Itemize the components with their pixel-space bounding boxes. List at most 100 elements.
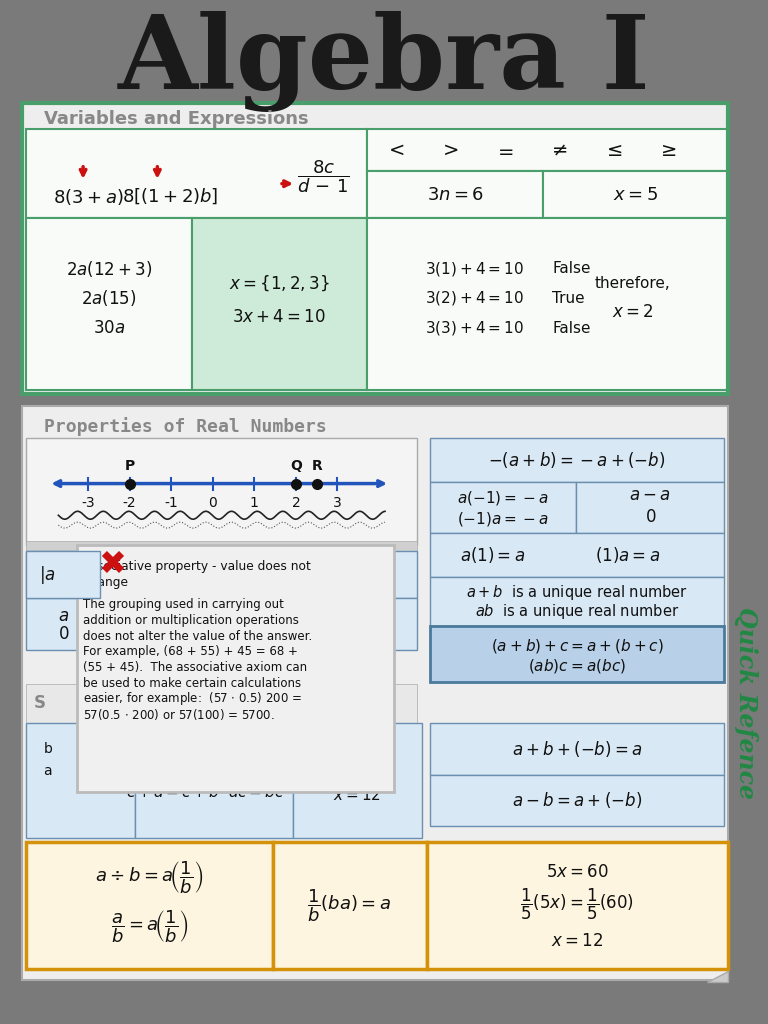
Text: $x = \{1, 2, 3\}$: $x = \{1, 2, 3\}$ <box>229 273 329 294</box>
Bar <box>367 218 728 389</box>
Text: $8[(1 + 2)b]$: $8[(1 + 2)b]$ <box>122 186 218 206</box>
Text: False: False <box>552 321 591 336</box>
Bar <box>25 683 417 723</box>
Text: $a(-1) = -a$: $a(-1) = -a$ <box>457 489 548 508</box>
Text: For example, (68 + 55) + 45 = 68 +: For example, (68 + 55) + 45 = 68 + <box>83 645 298 658</box>
Text: $|a$: $|a$ <box>55 563 71 586</box>
Text: $=$: $=$ <box>494 140 514 160</box>
Bar <box>426 842 728 969</box>
Text: be used to make certain calculations: be used to make certain calculations <box>83 677 301 690</box>
Text: 2: 2 <box>292 497 300 510</box>
Text: -3: -3 <box>81 497 95 510</box>
Bar <box>25 218 192 389</box>
Text: b: b <box>44 741 52 756</box>
Text: Algebra I: Algebra I <box>118 11 650 113</box>
Text: 0: 0 <box>208 497 217 510</box>
Text: 3: 3 <box>333 497 342 510</box>
Bar <box>25 723 134 838</box>
Bar <box>429 481 576 534</box>
Text: $3(1) + 4 = 10$: $3(1) + 4 = 10$ <box>425 260 523 278</box>
Bar <box>25 551 100 598</box>
Text: $0$: $0$ <box>58 625 69 643</box>
Text: and: and <box>242 755 270 770</box>
Text: S: S <box>34 694 45 713</box>
Text: therefore,: therefore, <box>594 276 670 291</box>
Bar <box>22 102 728 394</box>
Text: $(a + b) + c = a + (b + c)$: $(a + b) + c = a + (b + c)$ <box>491 637 664 655</box>
Bar <box>318 598 417 650</box>
Bar <box>253 551 417 598</box>
Text: $a+b$  is a unique real number: $a+b$ is a unique real number <box>466 583 688 602</box>
Text: $\geq$: $\geq$ <box>657 140 677 160</box>
Bar <box>293 723 422 838</box>
Bar <box>25 598 100 650</box>
Text: Quick Refence: Quick Refence <box>734 607 758 800</box>
Text: $c + a = c + b$: $c + a = c + b$ <box>126 784 219 801</box>
Bar <box>429 438 724 481</box>
Text: does not alter the value of the answer.: does not alter the value of the answer. <box>83 630 313 642</box>
Bar <box>367 171 543 218</box>
Text: ✖: ✖ <box>120 560 145 589</box>
Bar <box>134 723 293 838</box>
Text: associative property - value does not: associative property - value does not <box>83 560 311 573</box>
Text: $\dfrac{a}{b} = a\!\left(\dfrac{1}{b}\right)$: $\dfrac{a}{b} = a\!\left(\dfrac{1}{b}\ri… <box>111 908 188 945</box>
Text: $(ab)c = a(bc)$: $(ab)c = a(bc)$ <box>528 656 626 675</box>
Text: $a$: $a$ <box>58 607 69 626</box>
Bar <box>429 534 724 577</box>
Bar <box>22 102 728 394</box>
Text: $<$: $<$ <box>385 140 405 160</box>
Text: ✖: ✖ <box>98 548 126 582</box>
Bar <box>25 438 417 545</box>
Text: $-(a + b) = -a+(-b)$: $-(a + b) = -a+(-b)$ <box>488 450 666 470</box>
Text: False: False <box>552 261 591 276</box>
Text: $\leq$: $\leq$ <box>603 140 623 160</box>
Text: P: P <box>124 459 134 473</box>
Text: Q: Q <box>290 459 302 473</box>
Text: $3n = 6$: $3n = 6$ <box>427 185 484 204</box>
Text: $0$: $0$ <box>644 508 656 526</box>
Text: $\dfrac{8c}{d\,-\,1}$: $\dfrac{8c}{d\,-\,1}$ <box>297 159 350 195</box>
Bar <box>25 842 273 969</box>
Text: $\dfrac{1}{5}(5x) = \dfrac{1}{5}(60)$: $\dfrac{1}{5}(5x) = \dfrac{1}{5}(60)$ <box>520 887 634 922</box>
Bar <box>22 407 728 980</box>
Text: $a \div b = a\!\left(\dfrac{1}{b}\right)$: $a \div b = a\!\left(\dfrac{1}{b}\right)… <box>95 859 204 896</box>
Text: easier, for example:  (57 $\cdot$ 0.5) 200 =: easier, for example: (57 $\cdot$ 0.5) 20… <box>83 690 303 707</box>
Bar <box>25 541 417 551</box>
Text: $3(3) + 4 = 10$: $3(3) + 4 = 10$ <box>425 319 523 337</box>
Text: $3(2) + 4 = 10$: $3(2) + 4 = 10$ <box>425 290 523 307</box>
Bar <box>25 551 100 598</box>
Text: $30a$: $30a$ <box>93 319 125 337</box>
Bar <box>100 551 253 598</box>
Text: $2a(12 + 3)$: $2a(12 + 3)$ <box>65 259 152 279</box>
Text: $|a$: $|a$ <box>38 563 55 586</box>
Text: $(-1)a = -a$: $(-1)a = -a$ <box>457 510 548 528</box>
Text: $5x = 60$: $5x = 60$ <box>545 862 608 881</box>
Text: $a + b + (-b) = a$: $a + b + (-b) = a$ <box>511 739 642 759</box>
Text: addition or multiplication operations: addition or multiplication operations <box>83 613 299 627</box>
Text: $2a(15)$: $2a(15)$ <box>81 289 137 308</box>
Bar <box>367 129 728 171</box>
Text: 57(0.5 $\cdot$ 200) or 57(100) = 5700.: 57(0.5 $\cdot$ 200) or 57(100) = 5700. <box>83 707 275 722</box>
Text: R: R <box>311 459 322 473</box>
Bar <box>429 723 724 774</box>
Text: True: True <box>552 291 585 306</box>
Text: $a(1) = a$: $a(1) = a$ <box>460 545 525 565</box>
Bar <box>429 774 724 826</box>
Text: 1: 1 <box>250 497 259 510</box>
Text: $3x + 4 = 10$: $3x + 4 = 10$ <box>232 308 326 327</box>
Text: $x = 5$: $x = 5$ <box>613 185 658 204</box>
Text: $\dfrac{1}{b}(ba) = a$: $\dfrac{1}{b}(ba) = a$ <box>307 887 392 924</box>
Polygon shape <box>707 971 728 982</box>
Text: $x = 12$: $x = 12$ <box>551 932 603 950</box>
Text: Properties of Real Numbers: Properties of Real Numbers <box>44 417 326 435</box>
Text: $d$: $d$ <box>361 615 373 633</box>
Text: $ab$: $ab$ <box>323 565 346 584</box>
Bar <box>273 842 426 969</box>
Text: and: and <box>157 755 187 770</box>
Text: $x = 12$: $x = 12$ <box>333 787 381 804</box>
Text: Variables and Expressions: Variables and Expressions <box>44 111 308 128</box>
Bar <box>77 545 394 793</box>
Bar <box>576 481 724 534</box>
Text: -2: -2 <box>123 497 137 510</box>
Text: change: change <box>83 577 128 589</box>
